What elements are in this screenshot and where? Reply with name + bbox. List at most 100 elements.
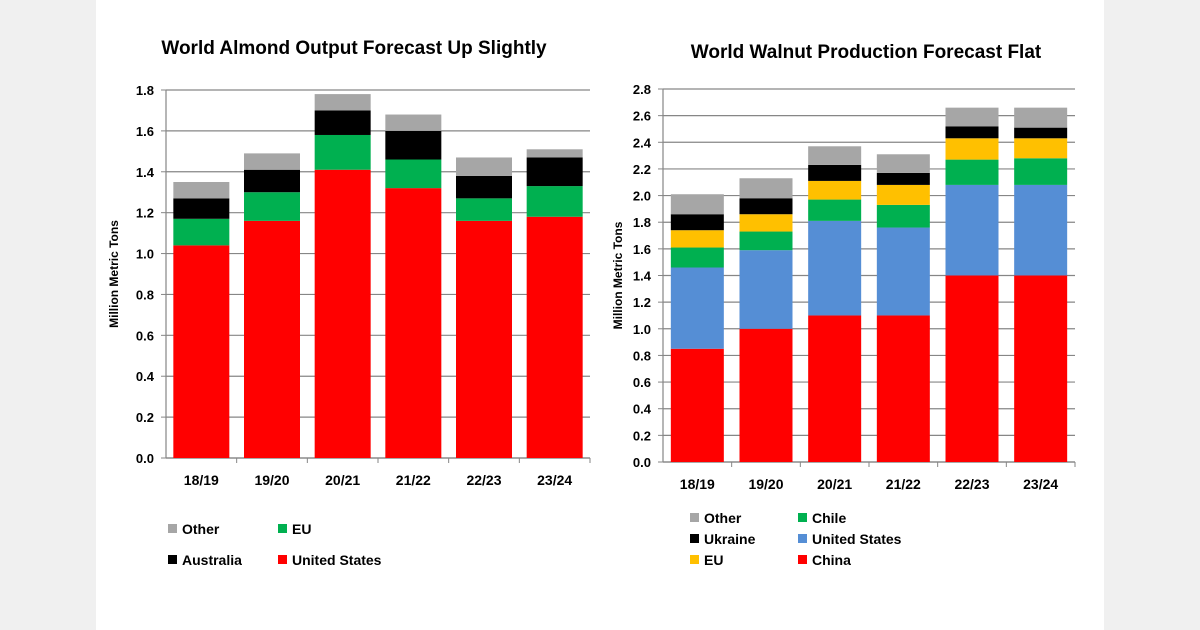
- bar-segment-united-states: [1014, 184, 1068, 276]
- bar-segment-eu: [173, 218, 230, 246]
- legend-label: Australia: [182, 552, 242, 568]
- y-tick-label: 0.4: [136, 369, 155, 384]
- x-tick-label: 18/19: [680, 476, 715, 492]
- bar-segment-australia: [526, 157, 583, 187]
- bar-segment-australia: [173, 198, 230, 219]
- bar-segment-united-states: [173, 245, 230, 458]
- y-tick-label: 0.4: [633, 402, 652, 417]
- y-tick-label: 1.0: [633, 322, 651, 337]
- bar-segment-other: [526, 149, 583, 158]
- y-tick-label: 0.6: [633, 375, 651, 390]
- y-tick-label: 0.2: [633, 428, 651, 443]
- y-tick-label: 1.8: [633, 215, 651, 230]
- x-tick-label: 18/19: [184, 472, 219, 488]
- y-tick-label: 0.0: [633, 455, 651, 470]
- bar-segment-united-states: [456, 220, 512, 458]
- legend-label: United States: [292, 552, 382, 568]
- bar-segment-china: [876, 315, 930, 462]
- bar-segment-ukraine: [1014, 127, 1068, 139]
- bar-segment-chile: [739, 231, 793, 251]
- x-tick-label: 21/22: [396, 472, 431, 488]
- legend-swatch: [168, 555, 177, 564]
- bar-segment-australia: [385, 130, 442, 160]
- bar-segment-eu: [670, 230, 724, 248]
- y-tick-label: 1.4: [633, 269, 652, 284]
- bar-segment-chile: [808, 199, 862, 221]
- bar-segment-chile: [1014, 158, 1068, 185]
- bar-segment-united-states: [739, 250, 793, 329]
- legend-label: EU: [704, 552, 723, 568]
- legend-label: Ukraine: [704, 531, 756, 547]
- bar-segment-ukraine: [808, 164, 862, 181]
- bar-segment-eu: [456, 198, 512, 221]
- bar-segment-china: [739, 328, 793, 462]
- bar-segment-united-states: [385, 188, 442, 458]
- bar-segment-other: [314, 94, 371, 111]
- bar-segment-other: [173, 182, 230, 199]
- bar-segment-other: [876, 154, 930, 173]
- y-tick-label: 0.0: [136, 451, 154, 466]
- y-tick-label: 1.2: [633, 295, 651, 310]
- y-tick-label: 2.4: [633, 135, 652, 150]
- bar-segment-united-states: [876, 227, 930, 316]
- legend-label: EU: [292, 521, 311, 537]
- y-tick-label: 1.2: [136, 206, 154, 221]
- y-tick-label: 1.6: [136, 124, 154, 139]
- bar-segment-australia: [244, 169, 300, 193]
- x-tick-label: 19/20: [748, 476, 783, 492]
- bar-segment-ukraine: [670, 214, 724, 231]
- legend-swatch: [278, 524, 287, 533]
- bar-segment-united-states: [808, 220, 862, 316]
- x-tick-label: 22/23: [954, 476, 989, 492]
- y-tick-label: 2.0: [633, 189, 651, 204]
- y-tick-label: 0.6: [136, 328, 154, 343]
- bar-segment-china: [945, 275, 999, 462]
- bar-segment-other: [1014, 107, 1068, 128]
- bar-segment-eu: [1014, 138, 1068, 159]
- legend-swatch: [798, 555, 807, 564]
- chart-title: World Almond Output Forecast Up Slightly: [161, 38, 547, 59]
- bar-segment-other: [739, 178, 793, 199]
- bar-segment-eu: [808, 180, 862, 200]
- bar-segment-ukraine: [876, 172, 930, 185]
- x-tick-label: 23/24: [1023, 476, 1058, 492]
- bar-segment-chile: [945, 159, 999, 185]
- legend-label: United States: [812, 531, 902, 547]
- bar-segment-united-states: [526, 216, 583, 458]
- bar-segment-other: [670, 194, 724, 215]
- legend-label: China: [812, 552, 851, 568]
- legend-label: Other: [182, 521, 220, 537]
- bar-segment-eu: [526, 186, 583, 217]
- y-tick-label: 1.0: [136, 247, 154, 262]
- y-tick-label: 2.6: [633, 109, 651, 124]
- bar-segment-eu: [739, 214, 793, 232]
- bar-segment-chile: [670, 247, 724, 268]
- y-tick-label: 0.8: [633, 348, 651, 363]
- chart-title: World Walnut Production Forecast Flat: [691, 42, 1042, 63]
- legend-swatch: [278, 555, 287, 564]
- bar-segment-united-states: [314, 169, 371, 458]
- bar-segment-ukraine: [739, 198, 793, 215]
- legend-swatch: [690, 534, 699, 543]
- bar-segment-ukraine: [945, 126, 999, 139]
- bar-segment-eu: [314, 134, 371, 170]
- legend-swatch: [798, 534, 807, 543]
- bar-segment-chile: [876, 204, 930, 228]
- bar-segment-other: [244, 153, 300, 170]
- y-tick-label: 1.4: [136, 165, 155, 180]
- y-tick-label: 1.8: [136, 83, 154, 98]
- bar-segment-united-states: [945, 184, 999, 276]
- x-tick-label: 20/21: [325, 472, 360, 488]
- legend-label: Other: [704, 510, 742, 526]
- bar-segment-china: [808, 315, 862, 462]
- x-tick-label: 22/23: [466, 472, 501, 488]
- legend-swatch: [690, 513, 699, 522]
- x-tick-label: 23/24: [537, 472, 572, 488]
- bar-segment-eu: [876, 184, 930, 205]
- bar-segment-eu: [945, 138, 999, 160]
- legend-swatch: [168, 524, 177, 533]
- bar-segment-united-states: [244, 220, 300, 458]
- x-tick-label: 21/22: [886, 476, 921, 492]
- y-axis-label: Million Metric Tons: [107, 220, 121, 328]
